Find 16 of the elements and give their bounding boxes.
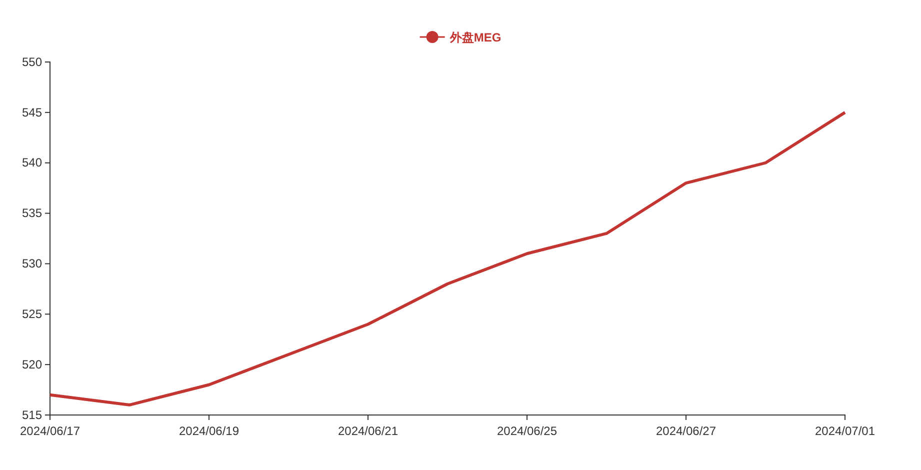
y-tick-label: 525	[22, 306, 42, 321]
y-tick-label: 550	[22, 54, 42, 69]
x-tick-label: 2024/06/25	[496, 424, 558, 438]
x-tick-label: 2024/07/01	[814, 424, 876, 438]
x-tick-label: 2024/06/27	[656, 424, 716, 438]
y-tick-label: 535	[22, 206, 42, 220]
y-tick-label: 520	[22, 357, 42, 372]
y-tick-label: 515	[22, 408, 42, 422]
x-tick-label: 2024/06/17	[20, 424, 80, 438]
legend-label: 外盘MEG	[448, 30, 502, 44]
x-tick-label: 2024/06/21	[338, 424, 398, 438]
x-tick-label: 2024/06/19	[178, 424, 240, 438]
line-series	[48, 110, 846, 406]
y-tick-label: 545	[22, 105, 42, 120]
y-tick-label: 530	[22, 256, 42, 271]
y-tick-label: 540	[22, 156, 42, 170]
